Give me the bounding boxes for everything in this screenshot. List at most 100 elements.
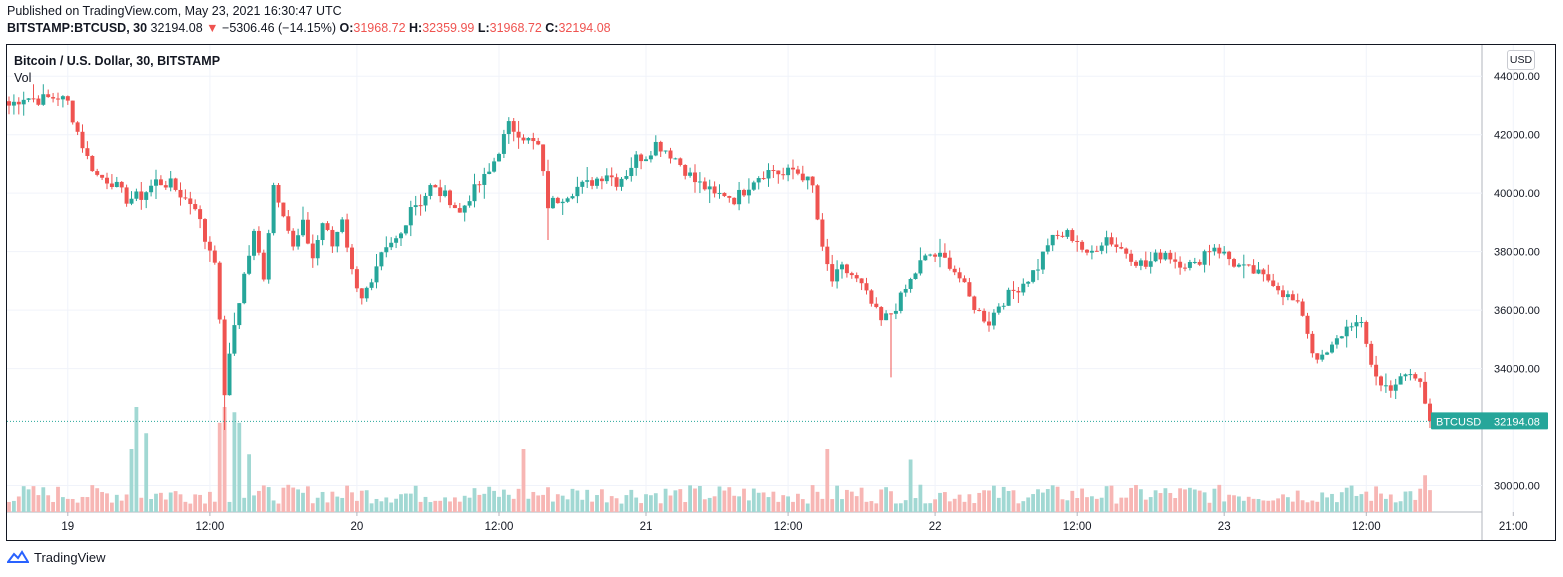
tradingview-logo: TradingView bbox=[7, 549, 106, 565]
candle-body bbox=[1094, 250, 1099, 252]
candle-body bbox=[526, 138, 531, 141]
volume-bar bbox=[472, 488, 477, 512]
volume-bar bbox=[188, 503, 193, 512]
candle-body bbox=[1354, 322, 1359, 327]
candle-body bbox=[31, 98, 36, 100]
candle-body bbox=[354, 269, 359, 289]
volume-bar bbox=[330, 491, 335, 512]
volume-bar bbox=[800, 499, 805, 512]
volume-bar bbox=[217, 422, 222, 512]
volume-bar bbox=[413, 485, 418, 512]
candle-body bbox=[634, 154, 639, 168]
volume-bar bbox=[1192, 489, 1197, 512]
candle-body bbox=[492, 161, 497, 172]
candle-body bbox=[1276, 285, 1281, 291]
volume-bar bbox=[41, 487, 46, 512]
candle-body bbox=[619, 178, 624, 187]
candle-body bbox=[443, 190, 448, 197]
candle-body bbox=[849, 273, 854, 276]
volume-bar bbox=[531, 491, 536, 512]
candle-body bbox=[1060, 235, 1065, 237]
volume-bar bbox=[261, 485, 266, 512]
candle-body bbox=[761, 178, 766, 180]
candle-body bbox=[276, 185, 281, 203]
candle-body bbox=[1070, 230, 1075, 241]
volume-bar bbox=[1001, 486, 1006, 512]
volume-bar bbox=[967, 494, 972, 512]
candle-body bbox=[1325, 352, 1330, 355]
candle-body bbox=[286, 216, 291, 231]
candle-body bbox=[173, 178, 178, 190]
volume-bar bbox=[952, 498, 957, 512]
candle-body bbox=[247, 255, 252, 274]
candle-body bbox=[163, 185, 168, 188]
candle-body bbox=[340, 219, 345, 232]
candle-body bbox=[1045, 245, 1050, 252]
volume-bar bbox=[345, 485, 349, 512]
time-tick-label: 12:00 bbox=[774, 521, 803, 533]
volume-bar bbox=[1197, 490, 1202, 512]
candle-body bbox=[1227, 251, 1232, 260]
volume-bar bbox=[1388, 494, 1393, 512]
time-tick-label: 12:00 bbox=[485, 521, 514, 533]
volume-bar bbox=[502, 489, 506, 512]
candle-body bbox=[7, 101, 11, 106]
volume-bar bbox=[296, 489, 300, 512]
candle-body bbox=[859, 278, 864, 284]
volume-bar bbox=[310, 503, 315, 512]
candle-body bbox=[570, 196, 575, 199]
volume-bar bbox=[1364, 491, 1369, 512]
candle-body bbox=[178, 189, 183, 198]
candle-body bbox=[1344, 326, 1349, 337]
volume-bar bbox=[1129, 487, 1133, 512]
candle-body bbox=[884, 313, 889, 321]
volume-bar bbox=[26, 489, 31, 512]
volume-bar bbox=[987, 490, 991, 512]
candle-body bbox=[565, 198, 570, 202]
candle-body bbox=[203, 219, 207, 242]
volume-bar bbox=[1212, 488, 1217, 512]
candle-body bbox=[85, 148, 90, 156]
candle-body bbox=[521, 137, 526, 141]
volume-bar bbox=[555, 494, 560, 512]
volume-bar bbox=[688, 485, 692, 512]
volume-bar bbox=[698, 486, 702, 512]
candle-body bbox=[1153, 252, 1158, 262]
volume-bar bbox=[1016, 503, 1021, 512]
price-tick-label: 40000.00 bbox=[1494, 188, 1540, 200]
volume-bar bbox=[7, 501, 11, 512]
volume-bar bbox=[1398, 501, 1403, 512]
candle-body bbox=[820, 219, 825, 247]
volume-bar bbox=[972, 503, 977, 512]
candle-body bbox=[60, 96, 65, 100]
volume-bar bbox=[1286, 497, 1290, 512]
volume-bar bbox=[1207, 502, 1212, 512]
candle-body bbox=[301, 219, 305, 236]
candle-body bbox=[746, 189, 751, 196]
currency-button[interactable]: USD bbox=[1507, 50, 1535, 70]
volume-bar bbox=[433, 500, 438, 512]
volume-bar bbox=[771, 491, 776, 512]
candle-body bbox=[1011, 289, 1016, 291]
candle-body bbox=[722, 192, 727, 197]
volume-bar bbox=[1094, 498, 1099, 512]
volume-bar bbox=[717, 486, 722, 512]
candle-body bbox=[923, 255, 928, 261]
volume-bar bbox=[727, 487, 732, 512]
candle-body bbox=[114, 181, 119, 188]
candle-body bbox=[1187, 262, 1192, 268]
low-label: L: bbox=[477, 21, 490, 35]
time-tick-label: 21 bbox=[640, 521, 653, 533]
candle-body bbox=[1001, 305, 1006, 307]
volume-bar bbox=[791, 501, 795, 512]
candle-body bbox=[1246, 264, 1251, 266]
volume-bar bbox=[399, 494, 403, 512]
candle-body bbox=[158, 179, 163, 186]
volume-bar bbox=[355, 500, 359, 512]
volume-bar bbox=[1217, 484, 1222, 512]
candle-body bbox=[810, 176, 815, 186]
candle-body bbox=[207, 241, 212, 251]
volume-bar bbox=[1403, 491, 1408, 512]
volume-bar bbox=[1104, 486, 1109, 512]
